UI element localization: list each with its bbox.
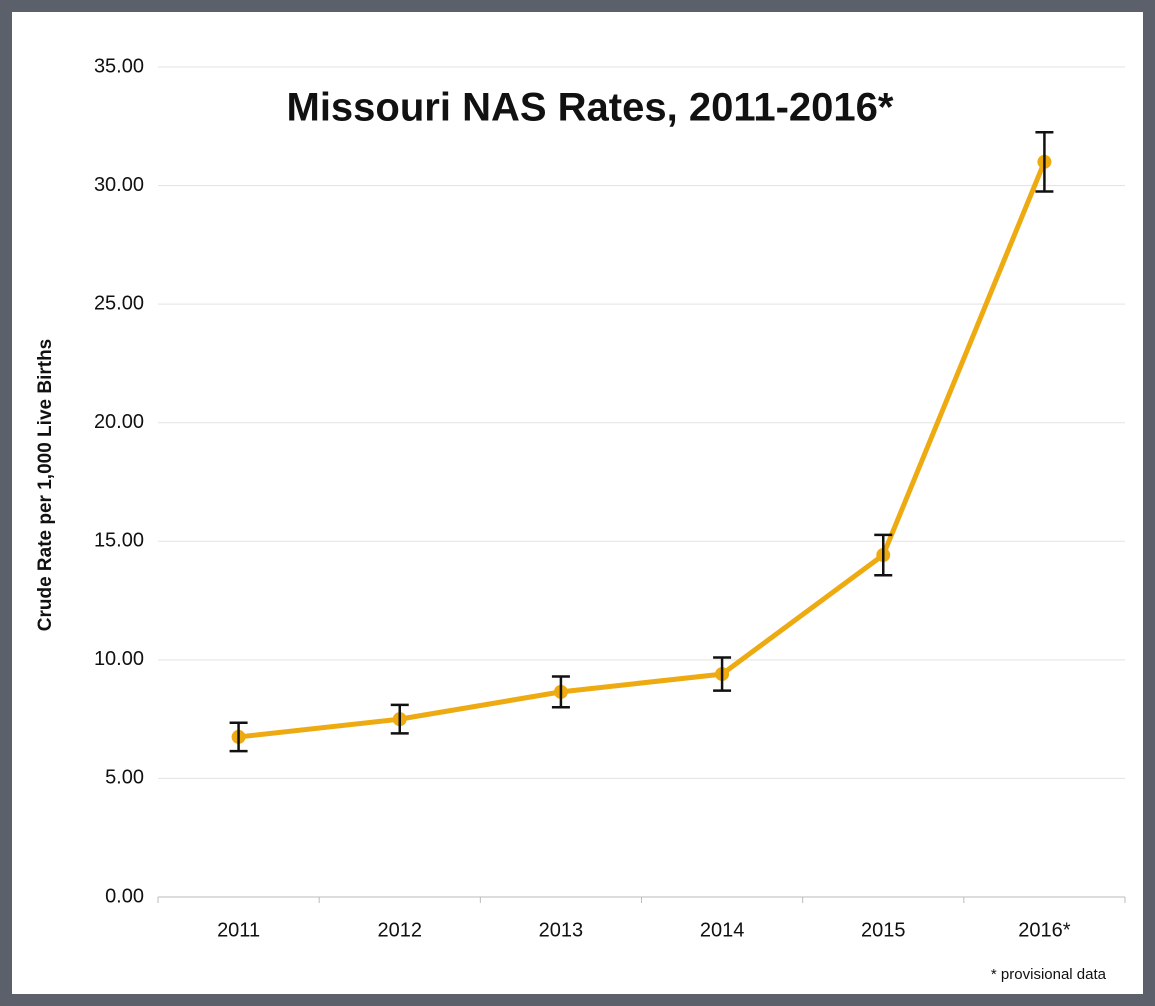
error-bar xyxy=(1035,130,1054,193)
chart-title: Missouri NAS Rates, 2011-2016* xyxy=(287,86,894,130)
y-axis-label: Crude Rate per 1,000 Live Births xyxy=(35,339,56,632)
note: * provisional data xyxy=(991,966,1107,983)
y-tick-label: 25.00 xyxy=(94,292,144,314)
error-bar xyxy=(713,656,732,692)
error-bar xyxy=(229,721,248,753)
y-tick-label: 0.00 xyxy=(105,885,144,907)
y-tick-label: 15.00 xyxy=(94,530,144,552)
line xyxy=(238,160,1047,740)
error-bar xyxy=(390,703,409,735)
x-tick-label: 2012 xyxy=(378,919,423,941)
y-tick-label: 30.00 xyxy=(94,174,144,196)
x-tick-label: 2014 xyxy=(700,919,745,941)
chart: Missouri NAS Rates, 2011-2016* Crude Rat… xyxy=(12,12,1143,994)
y-tick-label: 35.00 xyxy=(94,55,144,77)
x-tick-label: 2016* xyxy=(1018,919,1070,941)
chart-background xyxy=(12,12,1143,994)
x-tick-label: 2011 xyxy=(217,919,260,941)
y-tick-label: 10.00 xyxy=(94,648,144,670)
y-tick-label: 5.00 xyxy=(105,767,144,789)
x-tick-label: 2015 xyxy=(861,919,906,941)
error-bar xyxy=(874,533,893,577)
y-tick-label: 20.00 xyxy=(94,411,144,433)
error-bar xyxy=(551,675,570,709)
x-tick-label: 2013 xyxy=(539,919,584,941)
